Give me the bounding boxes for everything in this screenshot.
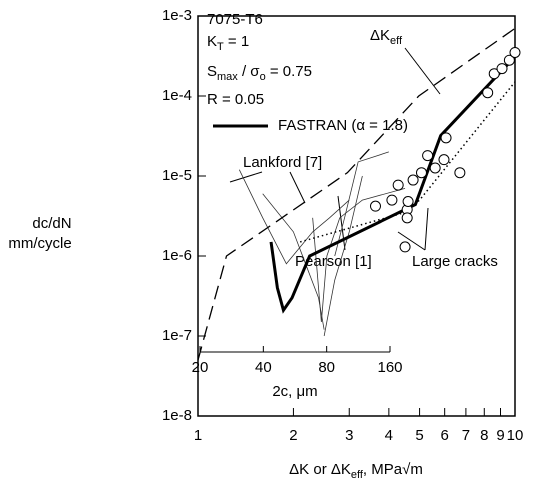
leader — [229, 171, 263, 183]
r-ratio: R = 0.05 — [207, 91, 264, 108]
lankford-curve — [238, 169, 350, 265]
inset-axis-label: 2c, μm — [272, 383, 317, 400]
large-crack-point — [422, 150, 434, 162]
lankford-curve — [312, 188, 406, 322]
y-tick-label: 1e-8 — [162, 407, 192, 424]
material: 7075-T6 — [207, 11, 263, 28]
large-crack-point — [402, 196, 414, 208]
leader — [289, 171, 306, 204]
plot-frame — [197, 15, 516, 417]
annotation: Lankford [7] — [243, 154, 322, 171]
lankford-curve — [334, 151, 389, 257]
x-tick-label: 8 — [480, 427, 488, 444]
annotation: Pearson [1] — [295, 253, 372, 270]
x-tick-label: 6 — [441, 427, 449, 444]
large-crack-point — [369, 200, 381, 212]
large-crack-point — [488, 68, 500, 80]
leader — [424, 207, 429, 251]
leader — [397, 231, 426, 251]
y-axis-label: dc/dN — [32, 215, 71, 232]
y-tick-label: 1e-3 — [162, 7, 192, 24]
lankford-curve — [323, 175, 363, 337]
x-tick-label: 3 — [345, 427, 353, 444]
leader — [404, 47, 441, 95]
large-crack-point — [503, 54, 515, 66]
inset-tick-label: 20 — [192, 359, 209, 376]
x-tick-label: 10 — [507, 427, 524, 444]
x-tick-label: 9 — [496, 427, 504, 444]
series-line — [197, 27, 516, 361]
large-crack-point — [401, 212, 413, 224]
large-crack-point — [429, 162, 441, 174]
annotation: ΔKeff — [370, 27, 403, 47]
x-tick-label: 1 — [194, 427, 202, 444]
large-crack-point — [415, 167, 427, 179]
series-line — [299, 81, 516, 243]
inset-tick-label: 160 — [377, 359, 402, 376]
smax: Smax / σo = 0.75 — [207, 63, 312, 83]
x-tick-label: 7 — [462, 427, 470, 444]
large-crack-point — [438, 154, 450, 166]
inset-tick-label: 40 — [255, 359, 272, 376]
x-tick-label: 4 — [385, 427, 393, 444]
large-crack-point — [440, 132, 452, 144]
y-tick-label: 1e-5 — [162, 167, 192, 184]
y-tick-label: 1e-6 — [162, 247, 192, 264]
legend-label: FASTRAN (α = 1.8) — [278, 117, 408, 134]
large-crack-point — [496, 63, 508, 75]
x-axis-label: ΔK or ΔKeff, MPa√m — [289, 461, 423, 481]
leader-lines — [229, 47, 441, 251]
y-tick-label: 1e-7 — [162, 327, 192, 344]
annotation: Large cracks — [412, 253, 498, 270]
x-tick-label: 5 — [415, 427, 423, 444]
kt: KT = 1 — [207, 33, 249, 53]
large-crack-point — [392, 179, 404, 191]
series-line — [269, 63, 510, 314]
y-axis-label: mm/cycle — [8, 235, 71, 252]
large-crack-point — [454, 167, 466, 179]
x-tick-label: 2 — [289, 427, 297, 444]
large-crack-point — [407, 174, 419, 186]
large-crack-point — [386, 194, 398, 206]
large-crack-point — [482, 87, 494, 99]
large-crack-point — [399, 241, 411, 253]
y-tick-label: 1e-4 — [162, 87, 192, 104]
inset-tick-label: 80 — [318, 359, 335, 376]
large-crack-point — [509, 46, 521, 58]
